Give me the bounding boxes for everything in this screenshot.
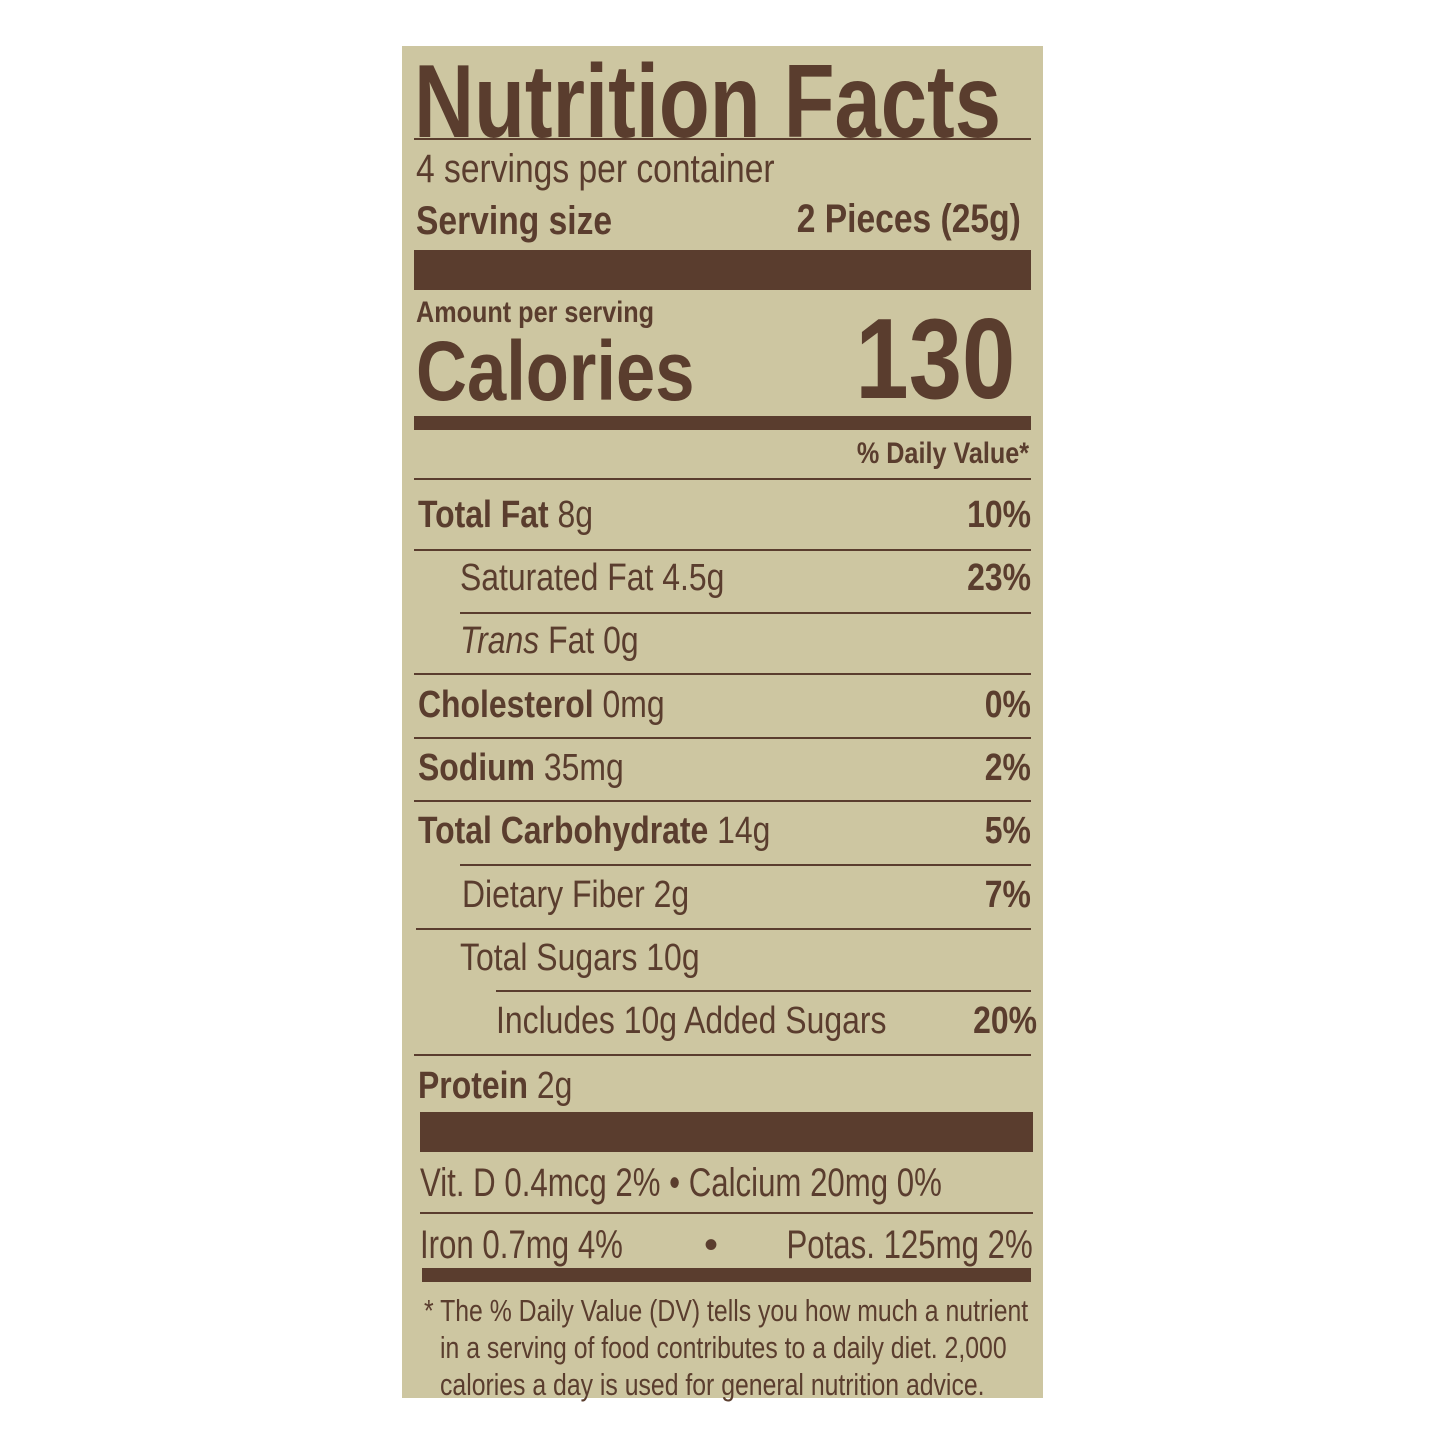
serving-size-label: Serving size [416,199,613,243]
medium-divider [414,416,1031,430]
divider [414,800,1031,802]
amount-per-serving: Amount per serving [416,296,655,329]
calories-label: Calories [416,324,695,418]
nutrient-row-dietary-fiber: Dietary Fiber 2g 7% [462,874,1031,916]
servings-per-container: 4 servings per container [416,147,775,191]
thick-divider [420,1112,1033,1152]
nutrient-row-saturated-fat: Saturated Fat 4.5g 23% [460,557,1031,599]
divider [460,612,1031,614]
serving-size-value: 2 Pieces (25g) [796,197,1021,241]
vitamins-row-1: Vit. D 0.4mcg 2% • Calcium 20mg 0% [420,1161,942,1205]
nutrient-row-total-carbohydrate: Total Carbohydrate 14g 5% [418,810,1031,852]
daily-value-header: % Daily Value* [856,437,1029,470]
nutrient-row-sodium: Sodium 35mg 2% [418,747,1031,789]
divider [416,928,1031,930]
divider [420,1212,1033,1214]
footnote: * The % Daily Value (DV) tells you how m… [424,1293,1029,1402]
divider [414,737,1031,739]
nutrient-row-total-fat: Total Fat 8g 10% [418,494,1031,536]
divider [414,673,1031,675]
divider [414,138,1031,140]
nutrient-row-cholesterol: Cholesterol 0mg 0% [418,684,1031,726]
divider [414,549,1031,551]
bullet: • [704,1223,719,1267]
nutrient-row-protein: Protein 2g [418,1065,573,1107]
calories-value: 130 [855,296,1015,423]
vitamins-row-2-left: Iron 0.7mg 4% [420,1223,623,1267]
divider [496,990,1031,992]
divider [414,478,1031,480]
vitamins-row-2-right: Potas. 125mg 2% [786,1223,1033,1267]
thick-divider [414,250,1031,290]
nutrient-row-trans-fat: Trans Fat 0g [460,620,639,662]
label-title: Nutrition Facts [414,44,1002,160]
nutrition-facts-label: Nutrition Facts 4 servings per container… [402,46,1043,1402]
nutrient-row-added-sugars: Includes 10g Added Sugars 20% [496,1000,1037,1042]
divider [460,864,1031,866]
divider [414,1054,1031,1056]
medium-divider [422,1268,1031,1282]
nutrient-row-total-sugars: Total Sugars 10g [460,937,700,979]
